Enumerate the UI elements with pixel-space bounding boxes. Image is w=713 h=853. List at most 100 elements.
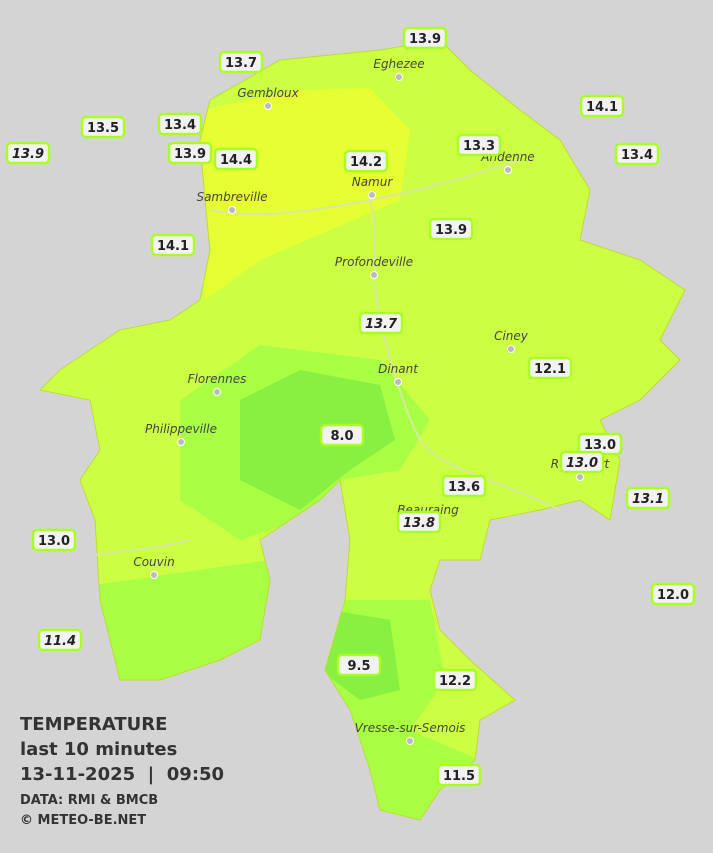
station-box <box>650 582 696 606</box>
station: 12.2 <box>432 668 478 692</box>
station: 13.4 <box>614 142 660 166</box>
station-value: 8.0 <box>330 429 353 444</box>
station: 12.1 <box>527 356 573 380</box>
station-box <box>428 217 474 241</box>
city-dot <box>406 737 414 745</box>
station-value: 14.4 <box>220 153 252 168</box>
city-dot <box>576 473 584 481</box>
station-value: 13.0 <box>38 534 70 549</box>
city-label: Florennes <box>188 372 247 386</box>
station: 13.9 <box>167 141 213 165</box>
station: 14.4 <box>213 147 259 171</box>
legend-datetime: 13-11-2025 | 09:50 <box>20 764 224 785</box>
station-value: 13.4 <box>621 148 653 163</box>
city-label: Namur <box>352 175 394 189</box>
station: 13.9 <box>5 141 51 165</box>
station-box <box>614 142 660 166</box>
station-value: 13.3 <box>463 139 495 154</box>
station: 8.0 <box>319 423 365 447</box>
city-label: Profondeville <box>335 255 413 269</box>
station-box <box>579 94 625 118</box>
station-value: 13.9 <box>12 147 44 162</box>
station: 9.5 <box>336 653 382 677</box>
station-value: 13.6 <box>448 480 480 495</box>
city-label: Philippeville <box>145 422 217 436</box>
station-box <box>150 233 196 257</box>
station-box <box>31 528 77 552</box>
station-box <box>441 474 487 498</box>
station: 13.3 <box>456 133 502 157</box>
station: 13.7 <box>358 311 404 335</box>
station-box <box>157 112 203 136</box>
city-dot <box>395 73 403 81</box>
station-box <box>37 628 83 652</box>
city-label: Dinant <box>378 362 419 376</box>
city-label: Couvin <box>133 555 174 569</box>
city-label: Ciney <box>494 329 529 343</box>
station-value: 14.2 <box>350 155 382 170</box>
station-box <box>167 141 213 165</box>
station-box <box>80 115 126 139</box>
station-value: 12.1 <box>534 362 566 377</box>
station-box <box>358 311 404 335</box>
station: 13.1 <box>625 486 671 510</box>
station-box <box>527 356 573 380</box>
station: 13.9 <box>402 26 448 50</box>
station-box <box>396 510 442 534</box>
city-label: Gembloux <box>237 86 299 100</box>
station-value: 13.1 <box>632 492 664 507</box>
city-dot <box>228 206 236 214</box>
station-value: 13.8 <box>403 516 435 531</box>
city-label: Sambreville <box>196 190 267 204</box>
station-box <box>559 450 605 474</box>
station-value: 13.4 <box>164 118 196 133</box>
station-box <box>213 147 259 171</box>
city-dot <box>264 102 272 110</box>
station: 13.9 <box>428 217 474 241</box>
station-value: 13.5 <box>87 121 119 136</box>
city-dot <box>213 388 221 396</box>
legend-source: DATA: RMI & BMCB <box>20 793 158 808</box>
station: 13.0 <box>31 528 77 552</box>
city-dot <box>150 571 158 579</box>
station: 13.8 <box>396 510 442 534</box>
station: 13.0 <box>559 450 605 474</box>
station-box <box>436 763 482 787</box>
station-value: 11.4 <box>44 634 76 649</box>
city-dot <box>394 378 402 386</box>
station-box <box>432 668 478 692</box>
station: 13.7 <box>218 50 264 74</box>
station-box <box>336 653 382 677</box>
station-box <box>343 149 389 173</box>
city-dot <box>507 345 515 353</box>
station-value: 13.9 <box>409 32 441 47</box>
station-value: 14.1 <box>586 100 618 115</box>
station: 14.1 <box>150 233 196 257</box>
city-dot <box>370 271 378 279</box>
station-box <box>5 141 51 165</box>
station-box <box>625 486 671 510</box>
legend-subtitle: last 10 minutes <box>20 739 177 760</box>
city-dot <box>177 438 185 446</box>
station: 13.4 <box>157 112 203 136</box>
station: 13.6 <box>441 474 487 498</box>
station-box <box>319 423 365 447</box>
city-dot <box>504 166 512 174</box>
station: 13.0 <box>577 432 623 456</box>
city-dot <box>368 191 376 199</box>
station-box <box>218 50 264 74</box>
station: 13.5 <box>80 115 126 139</box>
station-value: 12.2 <box>439 674 471 689</box>
station-value: 13.9 <box>174 147 206 162</box>
station: 14.2 <box>343 149 389 173</box>
station-value: 13.7 <box>225 56 257 71</box>
station-value: 13.0 <box>584 438 616 453</box>
station-value: 14.1 <box>157 239 189 254</box>
station: 11.4 <box>37 628 83 652</box>
station: 11.5 <box>436 763 482 787</box>
station: 12.0 <box>650 582 696 606</box>
station-value: 11.5 <box>443 769 475 784</box>
station-value: 12.0 <box>657 588 689 603</box>
station-value: 13.0 <box>566 456 598 471</box>
